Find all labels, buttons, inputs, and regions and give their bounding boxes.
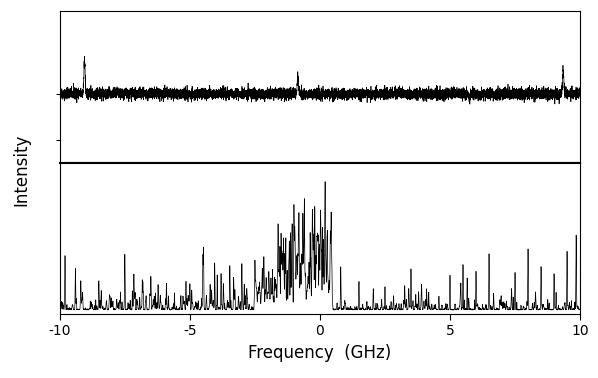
Text: Intensity: Intensity: [12, 134, 30, 206]
X-axis label: Frequency  (GHz): Frequency (GHz): [248, 344, 392, 362]
